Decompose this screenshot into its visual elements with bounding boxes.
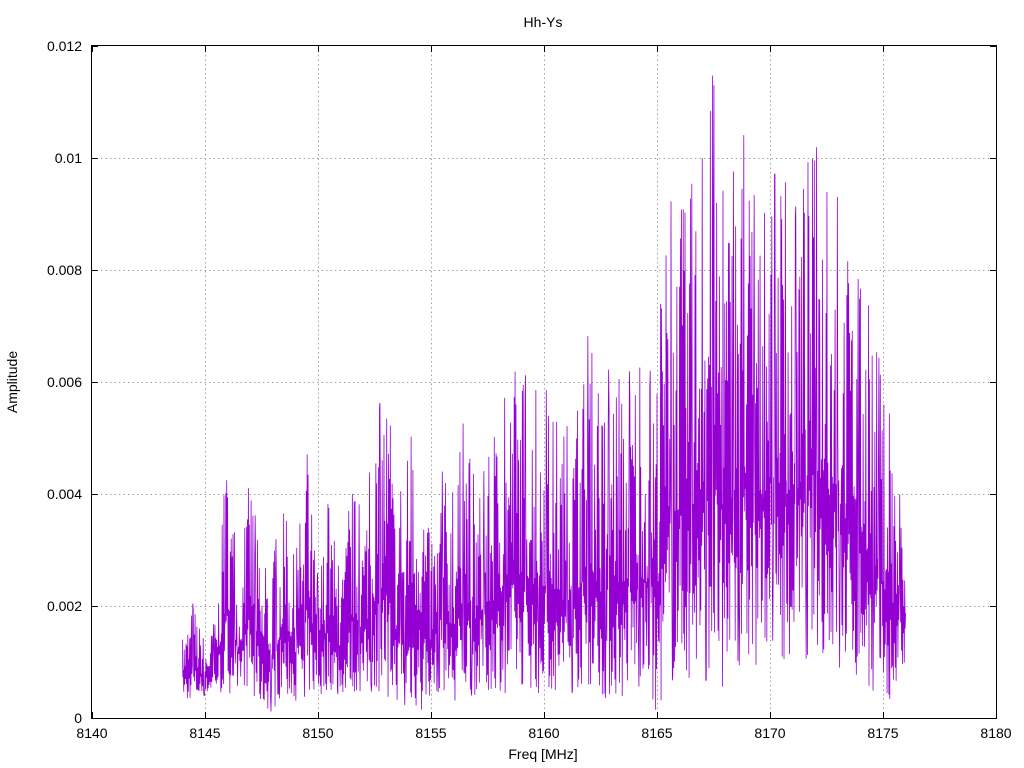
y-tick-label: 0.004 (47, 486, 82, 502)
x-tick-label: 8140 (76, 725, 107, 741)
x-tick-label: 8150 (302, 725, 333, 741)
x-tick-label: 8155 (415, 725, 446, 741)
x-tick-label: 8180 (980, 725, 1011, 741)
x-tick-label: 8170 (754, 725, 785, 741)
series-line (182, 75, 906, 712)
x-tick-labels: 8140 8145 8150 8155 8160 8165 8170 8175 8180 (76, 725, 1011, 741)
y-tick-label: 0 (74, 710, 82, 726)
y-axis-label: Amplitude (4, 351, 20, 413)
y-tick-label: 0.002 (47, 598, 82, 614)
y-tick-labels: 0 0.002 0.004 0.006 0.008 0.01 0.012 (47, 38, 82, 726)
y-tick-label: 0.006 (47, 374, 82, 390)
plot-frame (91, 45, 997, 719)
x-tick-label: 8160 (528, 725, 559, 741)
ticks (92, 46, 997, 719)
y-tick-label: 0.01 (55, 150, 82, 166)
y-tick-label: 0.012 (47, 38, 82, 54)
x-tick-label: 8165 (641, 725, 672, 741)
chart-title: Hh-Ys (524, 14, 563, 30)
x-tick-label: 8175 (867, 725, 898, 741)
x-axis-label: Freq [MHz] (508, 746, 577, 762)
y-tick-label: 0.008 (47, 262, 82, 278)
x-tick-label: 8145 (189, 725, 220, 741)
series-layer (182, 75, 906, 712)
